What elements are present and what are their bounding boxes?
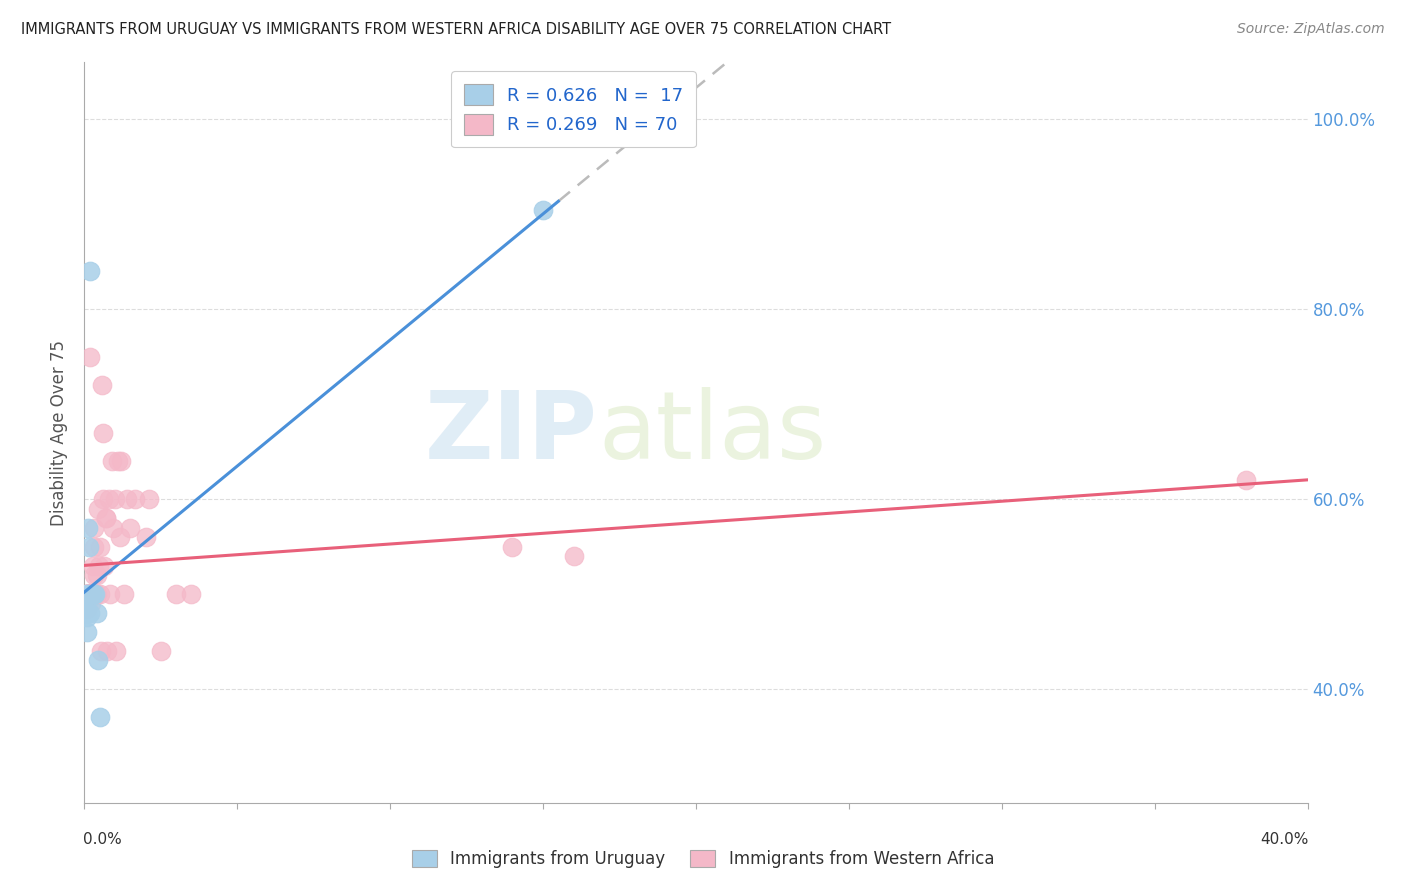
Point [77, 587, 100, 601]
Point [76, 591, 98, 606]
Point [110, 454, 132, 468]
Text: ZIP: ZIP [425, 386, 598, 479]
Point [531, 202, 554, 217]
Point [180, 587, 202, 601]
Point [562, 549, 585, 563]
Point [112, 587, 135, 601]
Point [82, 558, 104, 573]
Point [93, 558, 115, 573]
Point [79, 587, 101, 601]
Point [76, 624, 98, 639]
Point [79, 587, 101, 601]
Point [91, 378, 114, 392]
Point [80, 597, 103, 611]
Point [502, 540, 524, 554]
Point [83, 540, 105, 554]
Y-axis label: Disability Age Over 75: Disability Age Over 75 [51, 340, 69, 525]
Text: 0.0%: 0.0% [83, 832, 122, 847]
Point [84, 587, 107, 601]
Point [76, 602, 98, 616]
Text: Source: ZipAtlas.com: Source: ZipAtlas.com [1237, 22, 1385, 37]
Point [76, 587, 98, 601]
Point [94, 511, 117, 525]
Point [76, 599, 98, 613]
Point [96, 511, 118, 525]
Point [87, 501, 110, 516]
Point [87, 558, 110, 573]
Point [101, 454, 124, 468]
Point [90, 644, 112, 658]
Point [124, 491, 146, 506]
Point [96, 644, 118, 658]
Legend: R = 0.626   N =  17, R = 0.269   N = 70: R = 0.626 N = 17, R = 0.269 N = 70 [451, 71, 696, 147]
Point [83, 568, 105, 582]
Point [77, 540, 100, 554]
Point [84, 587, 107, 601]
Point [91, 491, 114, 506]
Point [98, 587, 121, 601]
Point [86, 587, 108, 601]
Point [76, 587, 98, 601]
Point [83, 520, 105, 534]
Point [79, 587, 101, 601]
Text: 40.0%: 40.0% [1260, 832, 1309, 847]
Point [97, 491, 120, 506]
Point [76, 602, 98, 616]
Text: IMMIGRANTS FROM URUGUAY VS IMMIGRANTS FROM WESTERN AFRICA DISABILITY AGE OVER 75: IMMIGRANTS FROM URUGUAY VS IMMIGRANTS FR… [21, 22, 891, 37]
Point [86, 568, 108, 582]
Point [77, 587, 100, 601]
Point [87, 653, 110, 667]
Point [77, 587, 100, 601]
Point [76, 594, 98, 608]
Point [76, 606, 98, 620]
Point [76, 588, 98, 602]
Point [77, 587, 100, 601]
Point [79, 350, 101, 364]
Point [104, 491, 127, 506]
Point [149, 644, 172, 658]
Legend: Immigrants from Uruguay, Immigrants from Western Africa: Immigrants from Uruguay, Immigrants from… [405, 843, 1001, 875]
Point [108, 530, 131, 544]
Point [91, 425, 114, 440]
Point [107, 454, 129, 468]
Point [165, 587, 187, 601]
Point [80, 587, 103, 601]
Point [120, 520, 142, 534]
Point [84, 587, 107, 601]
Point [79, 606, 101, 620]
Point [79, 264, 101, 278]
Point [75, 587, 97, 601]
Point [105, 644, 128, 658]
Point [77, 587, 100, 601]
Point [80, 587, 103, 601]
Point [83, 587, 105, 601]
Point [77, 587, 100, 601]
Point [135, 530, 157, 544]
Point [79, 587, 101, 601]
Point [115, 491, 138, 506]
Point [1236, 473, 1258, 487]
Text: atlas: atlas [598, 386, 827, 479]
Point [76, 587, 98, 601]
Point [103, 520, 125, 534]
Point [76, 591, 98, 605]
Point [89, 540, 111, 554]
Point [77, 587, 100, 601]
Point [89, 587, 111, 601]
Point [84, 587, 107, 601]
Point [77, 520, 100, 534]
Point [75, 590, 97, 604]
Point [76, 609, 98, 624]
Point [89, 710, 111, 724]
Point [76, 587, 98, 601]
Point [86, 606, 108, 620]
Point [80, 587, 103, 601]
Point [76, 593, 98, 607]
Point [76, 597, 98, 611]
Point [76, 595, 98, 609]
Point [138, 491, 160, 506]
